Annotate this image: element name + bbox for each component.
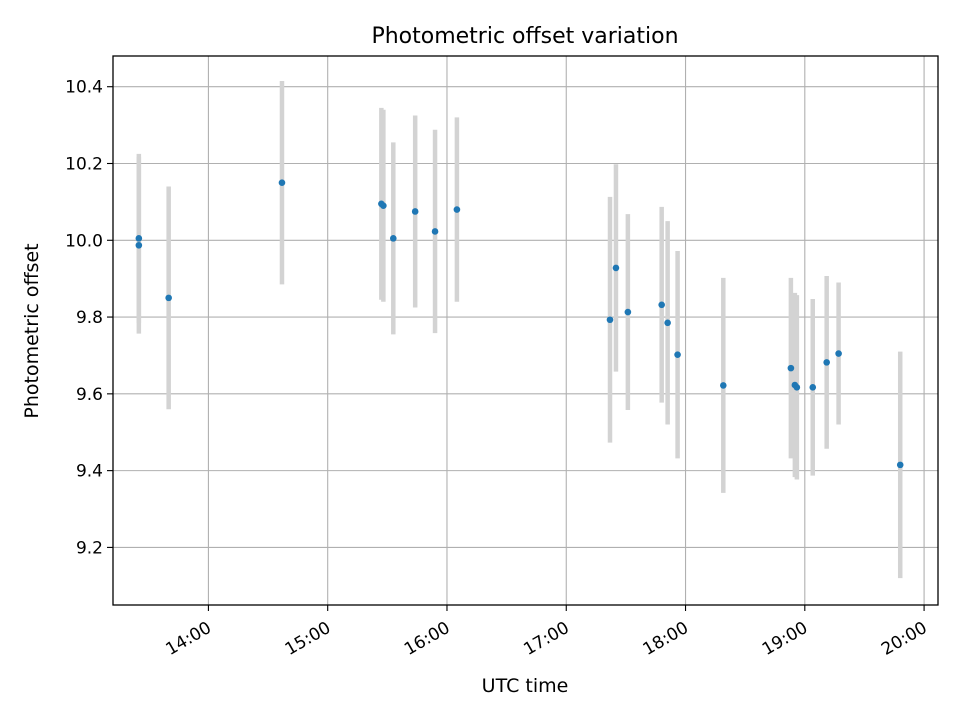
data-point: [664, 319, 671, 327]
data-point: [453, 206, 461, 213]
y-tick-label: 10.0: [65, 231, 103, 251]
grid-lines: [113, 56, 938, 605]
y-tick-label: 9.4: [76, 462, 103, 482]
data-point: [835, 350, 842, 357]
data-point: [380, 202, 387, 210]
data-point: [658, 301, 665, 309]
data-point: [674, 351, 681, 358]
x-axis-label: UTC time: [482, 675, 569, 697]
data-point: [823, 359, 830, 366]
plot-frame: [112, 55, 939, 606]
chart-title: Photometric offset variation: [371, 24, 678, 49]
data-point: [411, 208, 419, 215]
data-point: [135, 241, 143, 249]
data-point: [896, 461, 904, 469]
data-point: [135, 235, 143, 242]
y-tick-label: 9.6: [76, 385, 103, 405]
data-point: [793, 384, 801, 391]
data-point: [606, 316, 614, 324]
y-tick-label: 10.4: [65, 78, 103, 98]
data-points: [135, 179, 904, 469]
y-tick-label: 9.2: [76, 538, 103, 558]
data-point: [612, 264, 620, 272]
data-point: [809, 384, 817, 391]
data-point: [278, 179, 286, 186]
y-tick-label: 9.8: [76, 308, 103, 328]
data-point: [624, 308, 632, 316]
data-point: [165, 294, 172, 302]
y-axis-ticks: 9.2 9.4 9.6 9.8 10.0 10.2 10.4: [65, 78, 113, 558]
data-point: [431, 228, 439, 235]
y-axis-label: Photometric offset: [21, 243, 43, 418]
data-point: [720, 382, 727, 389]
data-point: [787, 364, 795, 372]
data-point: [390, 235, 397, 242]
y-tick-label: 10.2: [65, 154, 103, 174]
